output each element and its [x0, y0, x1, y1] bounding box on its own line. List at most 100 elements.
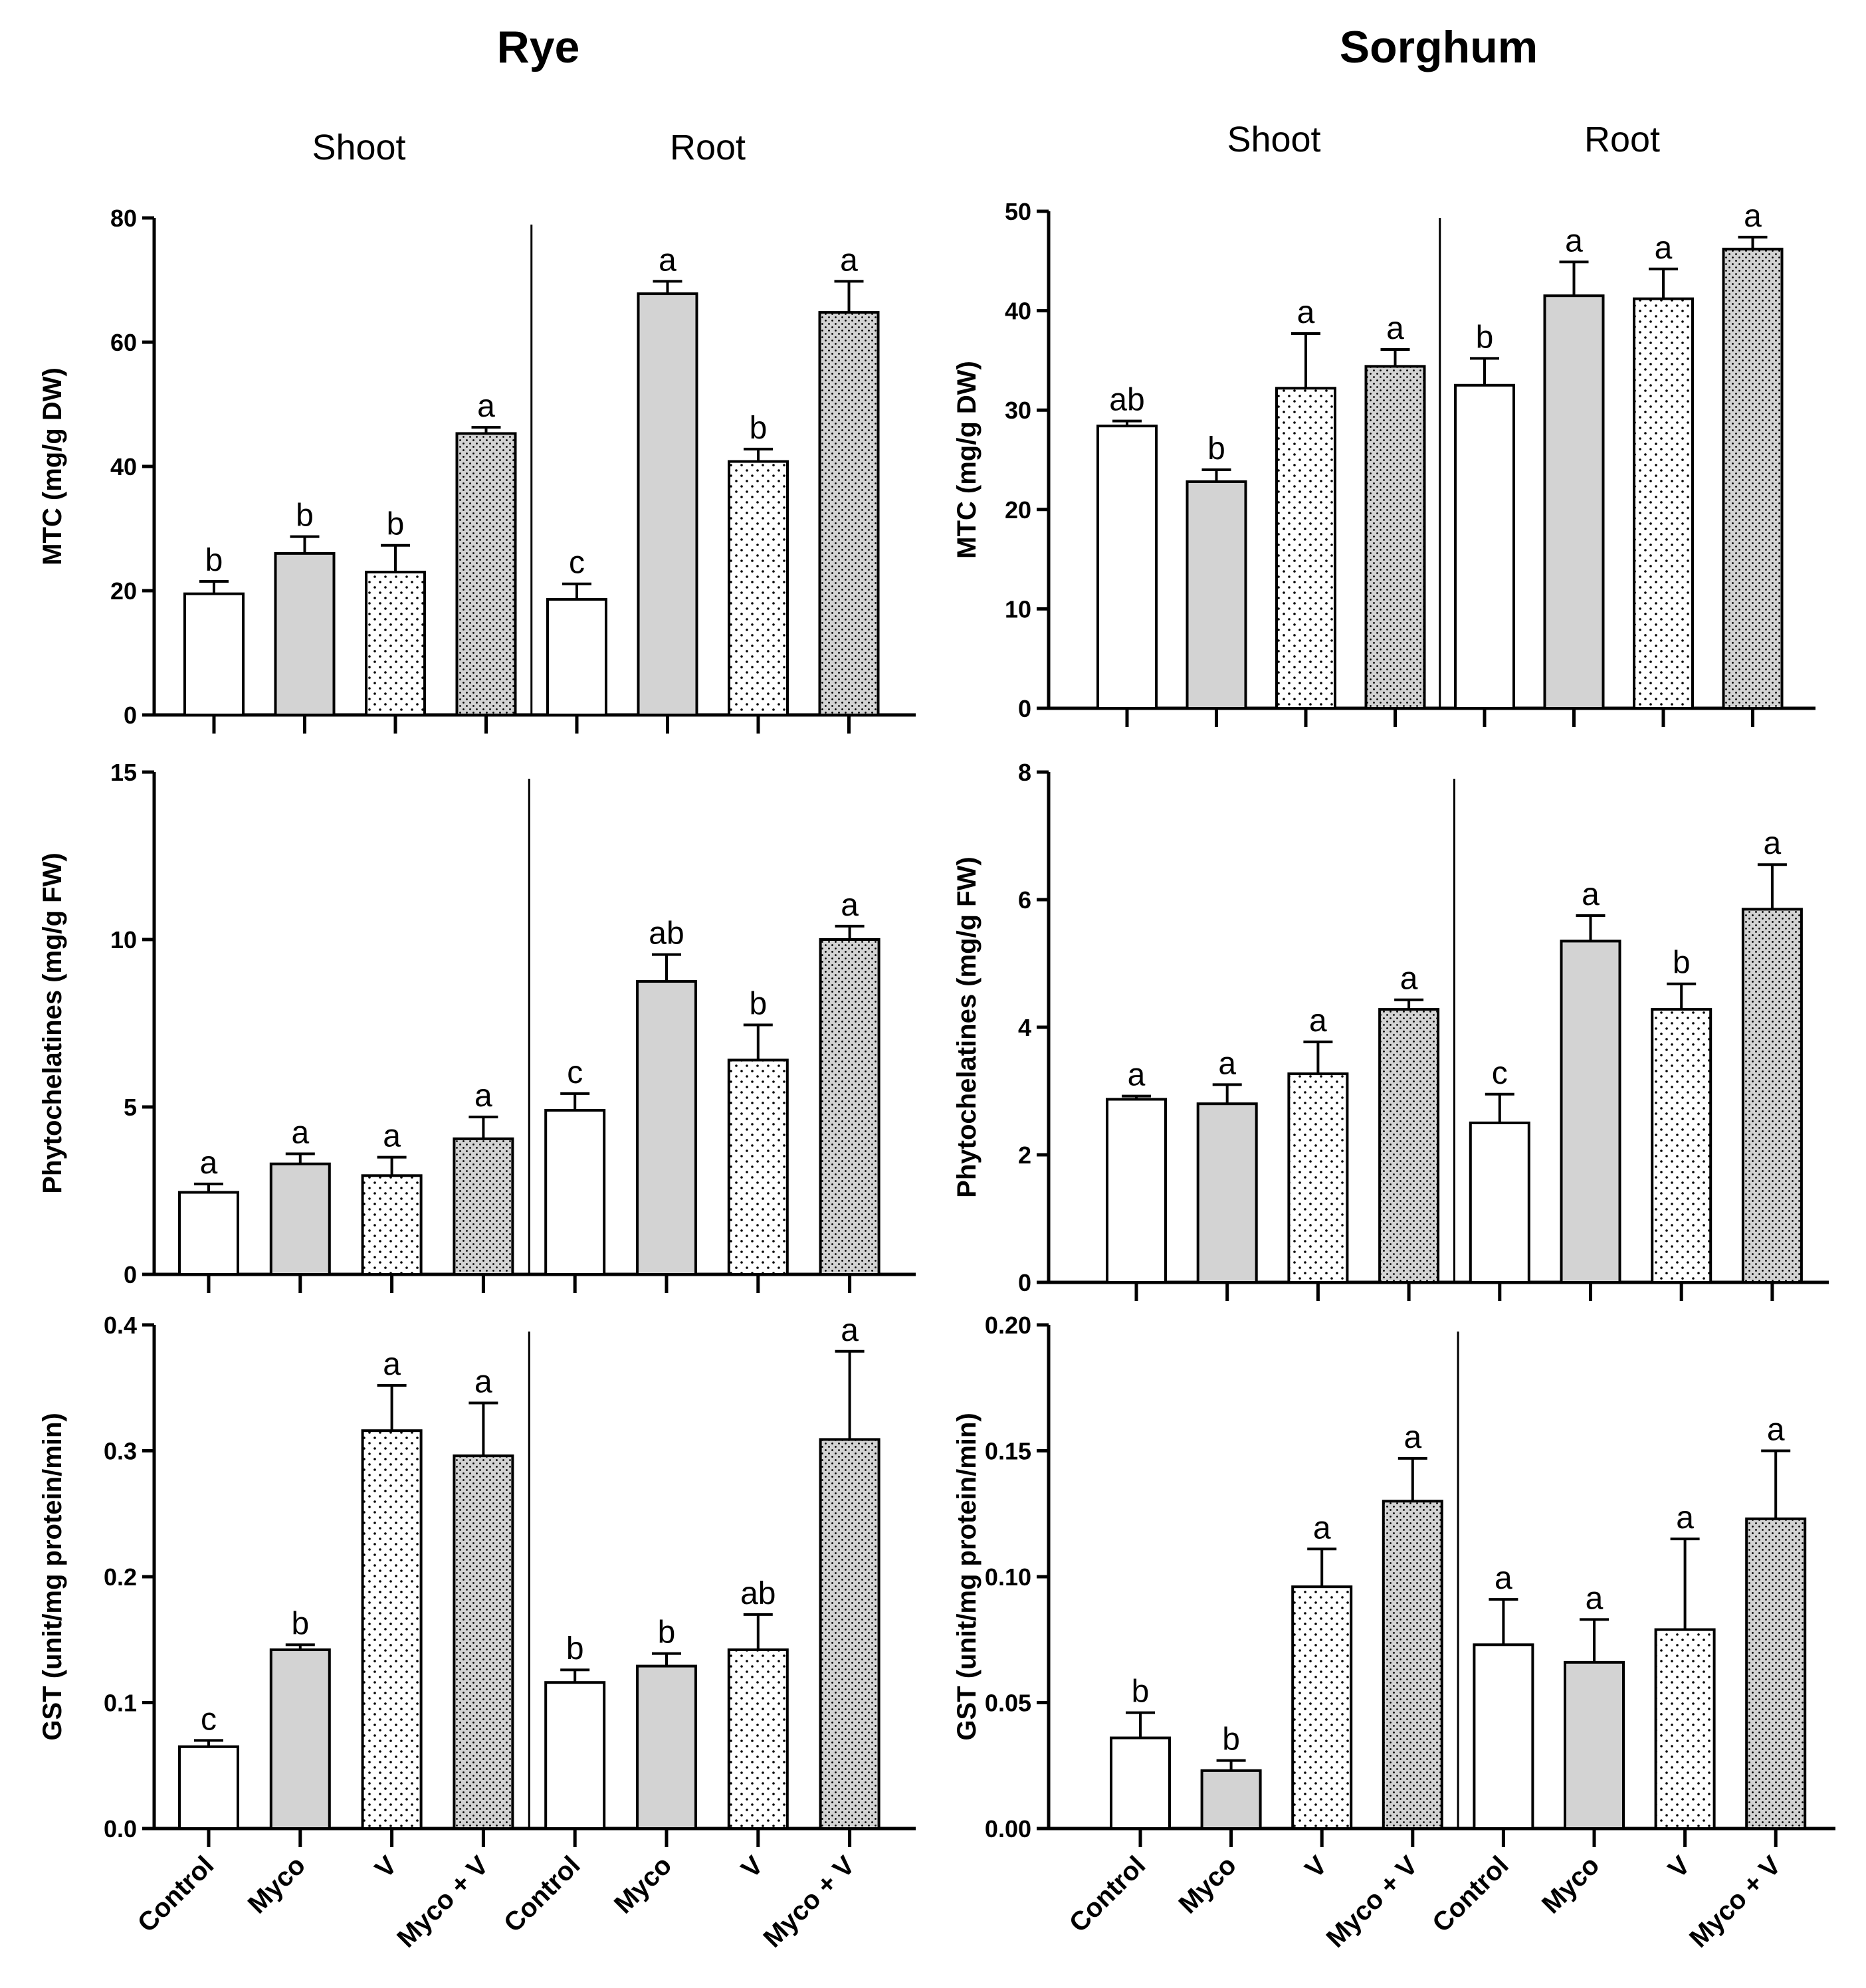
y-tick-label: 0 [1018, 695, 1031, 722]
y-axis-label: Phytochelatines (mg/g FW) [952, 856, 982, 1197]
x-category-label: Myco + V [758, 1850, 861, 1953]
bar-root-1 [1564, 1660, 1625, 1831]
section-label-rye-shoot: Shoot [312, 128, 405, 167]
significance-letter: a [1764, 826, 1782, 861]
significance-letter: a [477, 389, 495, 424]
y-tick-label: 50 [1005, 198, 1031, 225]
bar-shoot-2 [1291, 1585, 1353, 1830]
x-category-label: V [736, 1850, 769, 1884]
x-category-label: Control [1427, 1850, 1514, 1938]
bar-root-1 [1560, 940, 1621, 1284]
bar-root-3 [819, 938, 881, 1276]
bar-shoot-0 [178, 1191, 239, 1276]
y-tick-label: 0.0 [104, 1815, 137, 1842]
significance-letter: a [1309, 1003, 1327, 1039]
y-tick-label: 8 [1018, 759, 1031, 786]
x-category-label: Myco [609, 1850, 677, 1919]
significance-letter: b [1222, 1722, 1240, 1757]
x-category-label: Control [1064, 1850, 1152, 1938]
significance-letter: c [1492, 1056, 1508, 1091]
significance-letter: b [658, 1615, 676, 1650]
significance-letter: a [1495, 1561, 1512, 1596]
bar-root-2 [1633, 297, 1694, 710]
y-tick-label: 0 [1018, 1269, 1031, 1296]
significance-letter: b [387, 507, 405, 542]
bar-shoot-3 [1364, 365, 1426, 710]
significance-letter: a [659, 243, 676, 278]
bar-shoot-0 [1106, 1098, 1167, 1284]
bar-root-0 [1473, 1643, 1534, 1831]
significance-letter: b [296, 498, 314, 534]
bar-shoot-1 [274, 551, 336, 717]
significance-letter: ab [1109, 383, 1144, 418]
significance-letter: a [1655, 231, 1673, 266]
x-category-label: Control [498, 1850, 586, 1938]
bar-shoot-3 [1382, 1500, 1443, 1831]
section-label-sorghum-shoot: Shoot [1227, 120, 1320, 159]
section-label-sorghum-root: Root [1584, 120, 1660, 159]
significance-letter: a [1676, 1500, 1694, 1536]
bar-shoot-0 [183, 592, 245, 716]
significance-letter: a [1386, 311, 1404, 346]
y-tick-label: 10 [1005, 595, 1031, 623]
bar-root-3 [1741, 908, 1803, 1284]
significance-letter: ab [740, 1576, 776, 1611]
x-category-label: Control [132, 1850, 220, 1938]
significance-letter: a [1586, 1581, 1604, 1616]
x-category-label: Myco [1174, 1850, 1242, 1919]
bar-root-3 [1745, 1517, 1807, 1831]
y-tick-label: 60 [110, 329, 137, 356]
bar-root-2 [727, 1648, 789, 1830]
bar-shoot-3 [455, 432, 517, 716]
bar-root-1 [1543, 294, 1605, 710]
y-tick-label: 30 [1005, 397, 1031, 424]
significance-letter: a [1128, 1058, 1146, 1093]
y-tick-label: 2 [1018, 1142, 1031, 1169]
bar-shoot-2 [1287, 1072, 1349, 1284]
bar-root-1 [637, 292, 698, 716]
significance-letter: a [1297, 295, 1315, 330]
significance-letter: ab [649, 916, 684, 951]
significance-letter: a [841, 888, 859, 923]
y-axis-label: MTC (mg/g DW) [952, 361, 982, 559]
significance-letter: a [474, 1364, 492, 1399]
bar-root-0 [544, 1681, 606, 1830]
y-tick-label: 0.4 [104, 1312, 137, 1339]
chart-panel-4: 0.0 0.1 0.2 0.3 0.4 GST (unit/mg protein/min)… [38, 1312, 916, 1953]
bar-root-2 [728, 460, 789, 717]
y-tick-label: 20 [110, 577, 137, 605]
y-tick-label: 4 [1018, 1014, 1031, 1041]
chart-panel-3: 0 2 4 6 8 Phytochelatines (mg/g FW) a a a a c a b a [952, 759, 1829, 1301]
x-category-label: V [1300, 1850, 1333, 1884]
significance-letter: a [1744, 199, 1762, 234]
bar-root-2 [1651, 1008, 1712, 1284]
significance-letter: a [383, 1347, 401, 1382]
chart-panel-0: 0 20 40 60 80 MTC (mg/g DW) b b b a c a b a [38, 205, 916, 734]
significance-letter: a [840, 243, 858, 278]
significance-letter: c [567, 1055, 583, 1090]
bar-shoot-1 [1200, 1769, 1262, 1831]
y-tick-label: 0.20 [985, 1312, 1031, 1339]
significance-letter: a [1313, 1510, 1331, 1545]
bar-shoot-1 [269, 1648, 331, 1830]
y-tick-label: 5 [124, 1094, 137, 1121]
bar-root-3 [818, 311, 880, 716]
significance-letter: b [1132, 1674, 1150, 1710]
significance-letter: a [291, 1116, 309, 1151]
bar-shoot-1 [1186, 480, 1247, 710]
significance-letter: b [205, 543, 223, 578]
bar-root-2 [727, 1058, 789, 1276]
significance-letter: c [201, 1702, 217, 1737]
significance-letter: b [291, 1606, 309, 1641]
bar-root-0 [1454, 383, 1515, 710]
significance-letter: a [383, 1119, 401, 1154]
bar-shoot-3 [453, 1137, 514, 1276]
significance-letter: b [1207, 431, 1225, 466]
x-category-label: Myco [1536, 1850, 1605, 1919]
significance-letter: b [749, 987, 767, 1022]
bar-root-3 [1722, 247, 1784, 710]
significance-letter: a [1218, 1046, 1236, 1081]
bar-shoot-2 [1275, 387, 1336, 710]
